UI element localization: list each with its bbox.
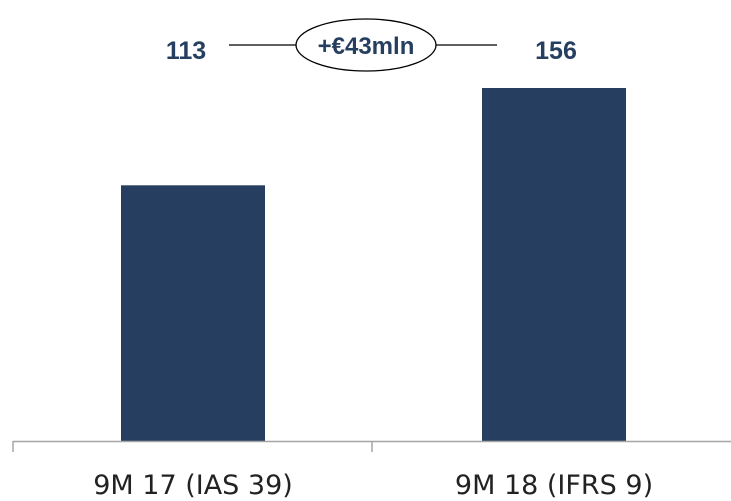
delta-ellipse: [295, 18, 437, 72]
value-label-9m17: 113: [166, 37, 206, 65]
bar-9m17: [121, 185, 265, 441]
x-tick-label-9m17: 9M 17 (IAS 39): [93, 470, 293, 501]
delta-annotation: +€43mln: [318, 33, 415, 60]
x-tick-label-9m18: 9M 18 (IFRS 9): [455, 470, 653, 501]
value-label-9m18: 156: [535, 37, 577, 65]
bars-group: [121, 88, 626, 441]
bar-9m18: [482, 88, 626, 441]
